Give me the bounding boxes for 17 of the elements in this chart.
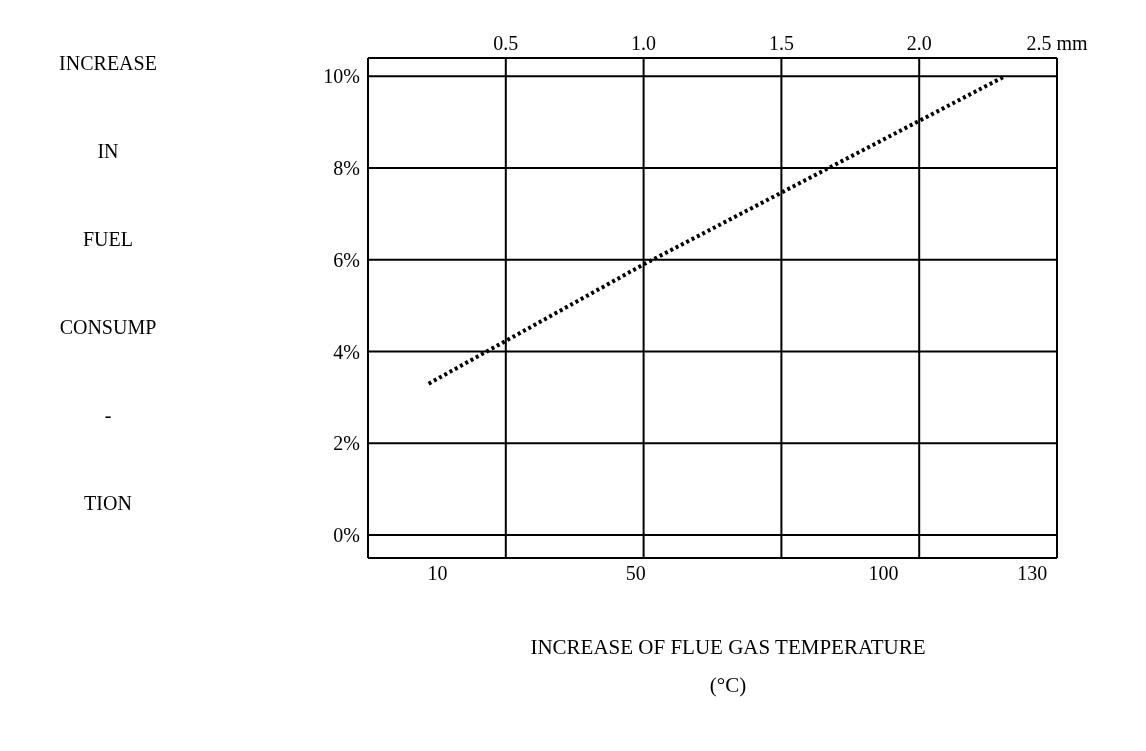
y-tick-label: 10% bbox=[323, 65, 360, 88]
x2-tick-label: 1.5 bbox=[768, 32, 794, 54]
y-tick-label: 0% bbox=[333, 524, 360, 547]
x-tick-label: 130 bbox=[1017, 562, 1048, 585]
x2-tick-label: 1.0 bbox=[631, 32, 657, 54]
x2-tick-label: 0.5 bbox=[493, 32, 519, 54]
y-tick-label: 2% bbox=[333, 432, 360, 455]
x-tick-label: 50 bbox=[625, 562, 646, 585]
x-axis-title: INCREASE OF FLUE GAS TEMPERATURE (°C) bbox=[529, 634, 927, 699]
y-tick-label: 6% bbox=[333, 248, 360, 271]
x-tick-label: 10 bbox=[427, 562, 448, 585]
x2-tick-label: 2.5 mm bbox=[1026, 32, 1088, 54]
x2-tick-label: 2.0 bbox=[906, 32, 932, 54]
text: INCREASE IN FUEL CONSUMP - TION bbox=[59, 52, 157, 514]
y-tick-label: 4% bbox=[333, 340, 360, 363]
x-tick-label: 100 bbox=[868, 562, 899, 585]
y-tick-label: 8% bbox=[333, 157, 360, 180]
